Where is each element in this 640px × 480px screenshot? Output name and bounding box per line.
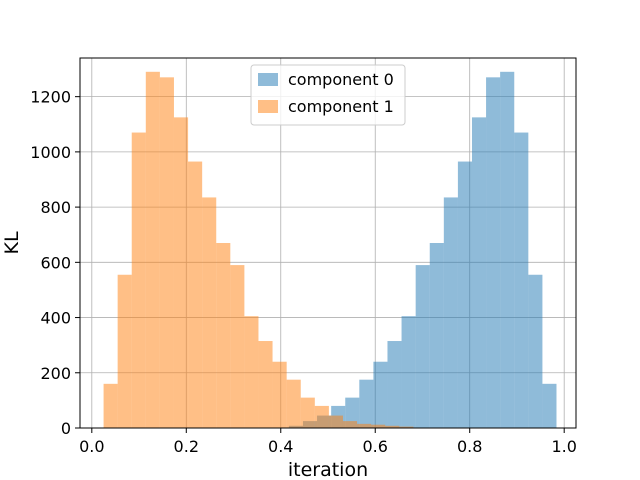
x-tick-label: 0.4: [268, 437, 293, 456]
histogram-bar-component-1: [159, 77, 174, 428]
histogram-bar-component-1: [117, 274, 132, 428]
legend: component 0 component 1: [250, 64, 406, 126]
histogram-bar-component-1: [188, 161, 203, 428]
ticks: 0.0 0.2 0.4 0.6 0.8 1.0 0 200 400 600 800 1000 1200: [30, 88, 577, 456]
x-tick-label: 0.2: [174, 437, 199, 456]
histogram-bar-component-0: [514, 132, 529, 428]
y-tick-label: 1200: [30, 88, 71, 107]
y-tick-label: 800: [40, 198, 71, 217]
y-axis-label: KL: [1, 231, 23, 254]
histogram-bar-component-1: [145, 71, 160, 428]
histogram-bar-component-1: [216, 243, 231, 428]
histogram-bar-component-1: [286, 379, 301, 428]
histogram-bar-component-0: [359, 379, 374, 428]
legend-swatch-component-1: [258, 100, 278, 113]
histogram-bar-component-0: [528, 274, 543, 428]
x-tick-label: 0.0: [79, 437, 104, 456]
histogram-bar-component-0: [345, 397, 360, 428]
y-tick-label: 1000: [30, 143, 71, 162]
histogram-bar-component-1: [258, 341, 273, 428]
legend-label-component-1: component 1: [288, 97, 394, 116]
histogram-bar-component-1: [230, 265, 245, 428]
histogram-bar-component-0: [542, 383, 557, 428]
x-tick-label: 0.6: [363, 437, 388, 456]
bars: [103, 71, 557, 429]
histogram-bar-component-1: [173, 117, 189, 429]
histogram-bar-component-1: [103, 383, 118, 428]
histogram-bar-component-0: [429, 243, 444, 428]
histogram-bar-component-0: [373, 361, 388, 428]
histogram-bar-component-0: [471, 117, 487, 429]
histogram-bar-component-1: [314, 405, 329, 428]
y-tick-label: 200: [40, 364, 71, 383]
histogram-bar-component-1: [385, 425, 400, 428]
legend-swatch-component-0: [258, 73, 278, 86]
histogram-bar-component-1: [342, 421, 358, 428]
histogram-bar-component-1: [131, 132, 146, 428]
histogram-bar-component-0: [457, 161, 472, 428]
x-axis-label: iteration: [288, 459, 368, 480]
histogram-bar-component-0: [500, 71, 515, 428]
y-tick-label: 400: [40, 309, 71, 328]
histogram-bar-component-0: [387, 341, 402, 428]
histogram-bar-component-1: [202, 197, 217, 428]
histogram-bar-component-1: [399, 426, 414, 428]
histogram-bar-component-1: [371, 424, 386, 428]
axes-frame: [79, 57, 577, 429]
histogram-bar-component-0: [486, 77, 501, 428]
histogram-bar-component-1: [357, 423, 372, 428]
histogram-bar-component-1: [300, 397, 315, 428]
histogram-bar-component-1: [244, 316, 259, 428]
y-tick-label: 600: [40, 253, 71, 272]
legend-label-component-0: component 0: [288, 70, 394, 89]
x-tick-label: 1.0: [551, 437, 576, 456]
histogram-bar-component-0: [401, 316, 416, 428]
legend-box: [250, 64, 406, 126]
histogram-bar-component-1: [272, 361, 287, 428]
histogram-bar-component-0: [443, 197, 458, 428]
histogram-bar-component-1: [328, 415, 343, 428]
x-tick-label: 0.8: [457, 437, 482, 456]
y-tick-label: 0: [61, 419, 71, 438]
histogram-bar-component-0: [415, 265, 430, 428]
